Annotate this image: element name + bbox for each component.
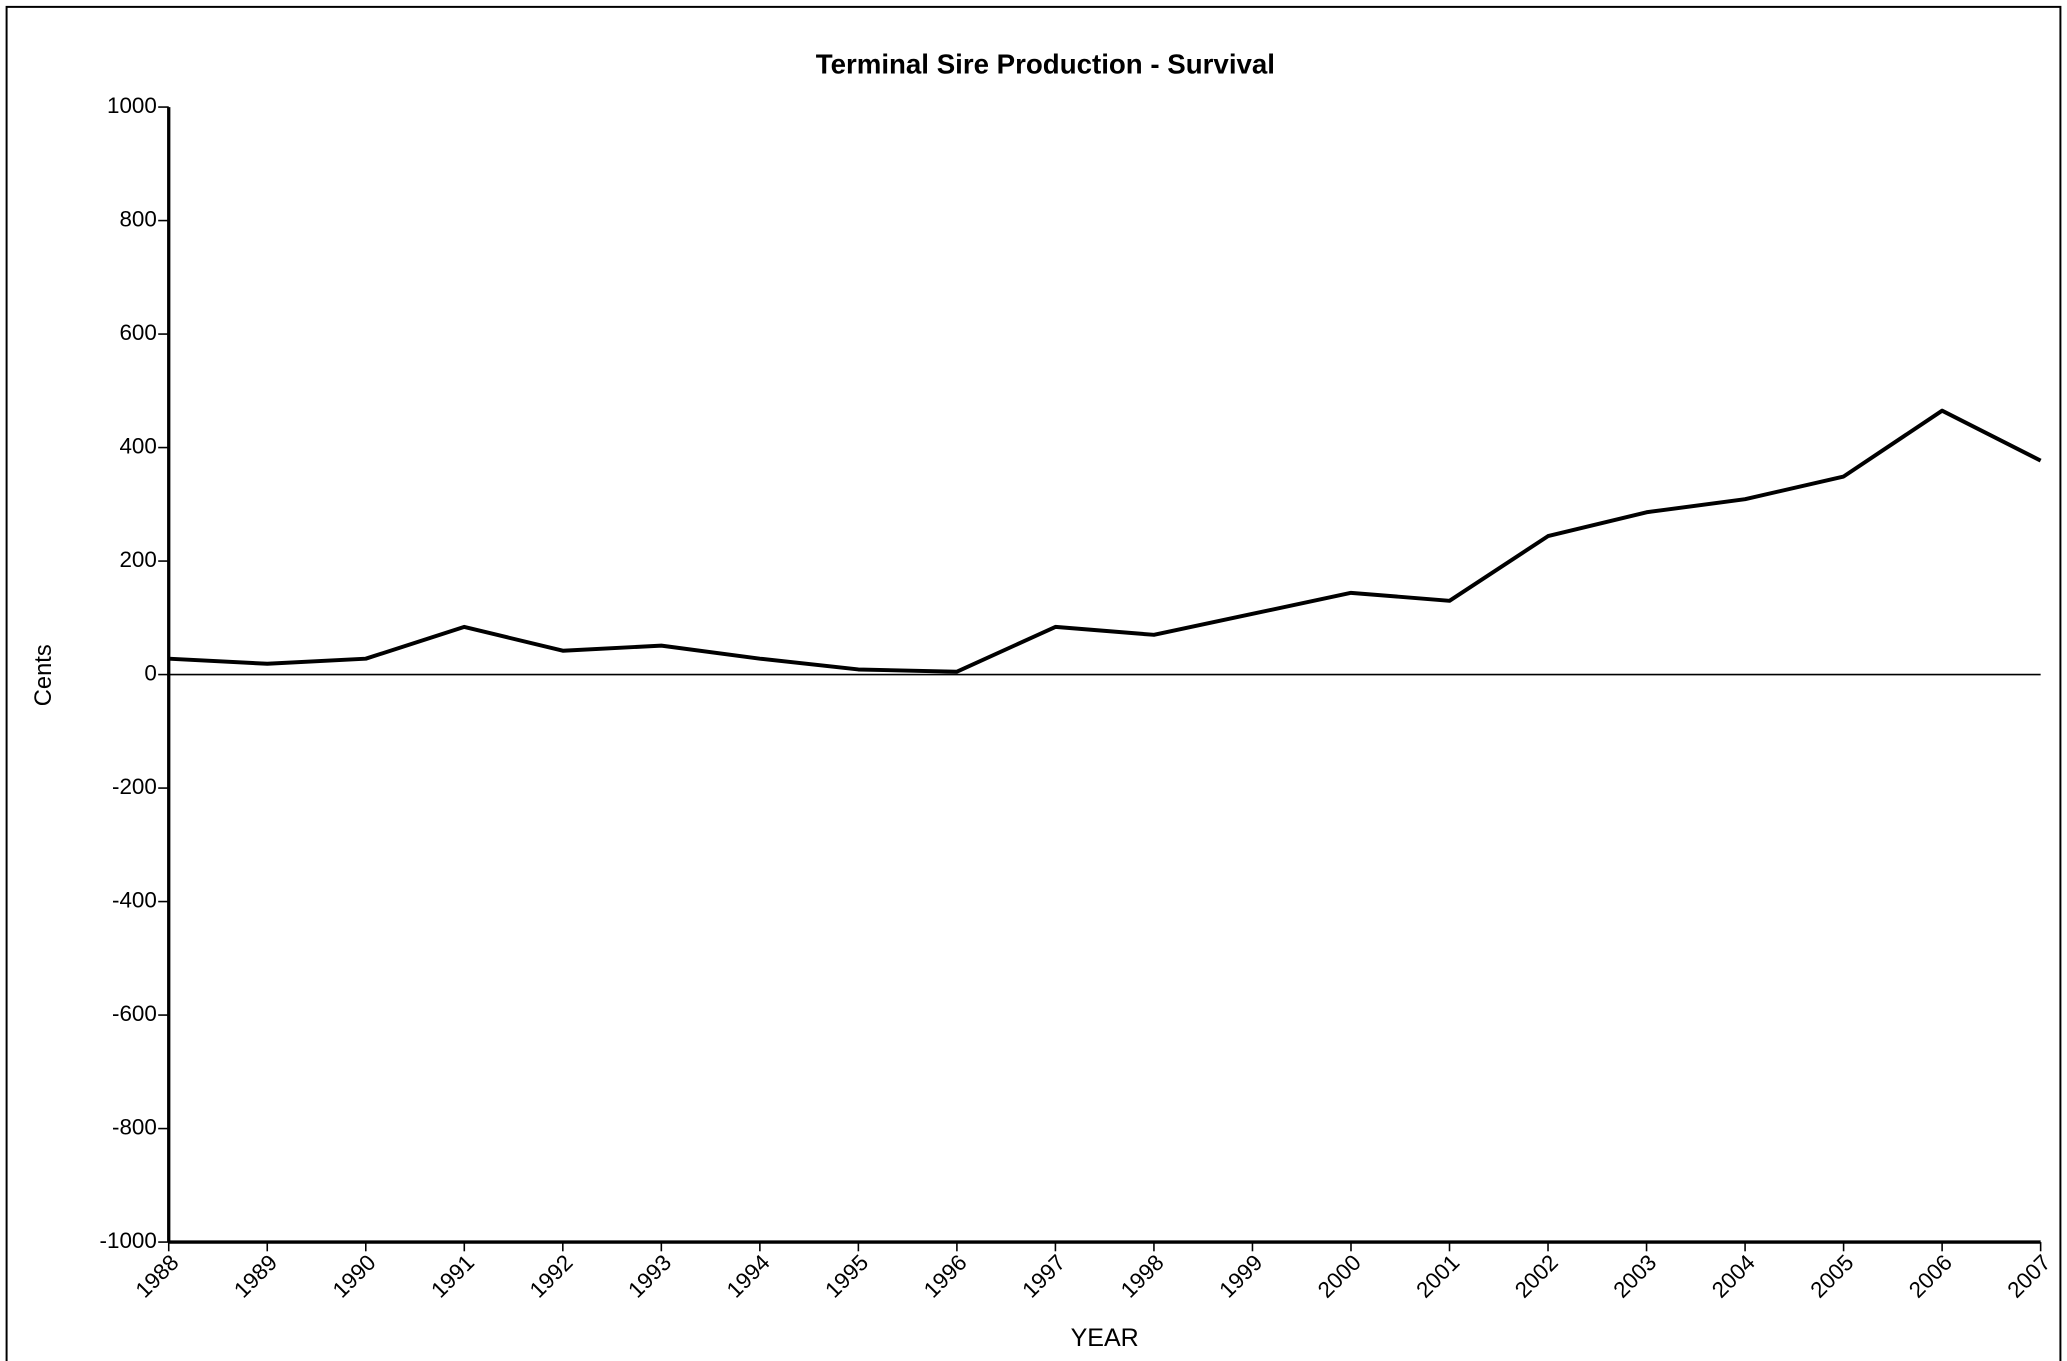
y-tick-label: 600 (119, 320, 156, 345)
chart-title: Terminal Sire Production - Survival (816, 49, 1275, 80)
x-tick-label: 1993 (623, 1250, 676, 1303)
y-tick-label: 400 (119, 433, 156, 458)
x-tick-label: 1994 (722, 1250, 775, 1303)
x-tick-label: 1998 (1116, 1250, 1169, 1303)
y-tick-label: -1000 (100, 1228, 157, 1253)
x-tick-label: 2007 (2003, 1250, 2056, 1303)
frame (5, 5, 2062, 1361)
y-tick-label: -200 (112, 774, 157, 799)
x-axis-label: YEAR (1071, 1324, 1139, 1352)
y-tick-label: 1000 (107, 93, 157, 118)
y-tick-label: -400 (112, 887, 157, 912)
y-axis-label: Cents (31, 644, 57, 706)
x-tick-label: 2003 (1608, 1250, 1661, 1303)
x-tick-label: 1997 (1017, 1250, 1070, 1303)
y-tick-label: -600 (112, 1001, 157, 1026)
x-tick-label: 2000 (1313, 1250, 1366, 1303)
x-tick-label: 1991 (426, 1250, 479, 1303)
data-line (168, 408, 2042, 674)
x-tick-label: 2006 (1904, 1250, 1957, 1303)
x-tick-label: 1995 (820, 1250, 873, 1303)
y-tick-label: -800 (112, 1114, 157, 1139)
x-tick-label: 2005 (1806, 1250, 1859, 1303)
x-tick-label: 2002 (1510, 1250, 1563, 1303)
x-tick-label: 2001 (1411, 1250, 1464, 1303)
x-tick-label: 1990 (328, 1250, 381, 1303)
x-tick-label: 1988 (131, 1250, 184, 1303)
y-tick-label: 200 (119, 547, 156, 572)
x-tick-label: 1989 (229, 1250, 282, 1303)
x-tick-label: 1992 (525, 1250, 578, 1303)
y-tick-label: 800 (119, 206, 156, 231)
x-tick-label: 1996 (919, 1250, 972, 1303)
y-tick-label: 0 (144, 660, 156, 685)
x-tick-label: 1999 (1214, 1250, 1267, 1303)
x-tick-label: 2004 (1707, 1250, 1760, 1303)
